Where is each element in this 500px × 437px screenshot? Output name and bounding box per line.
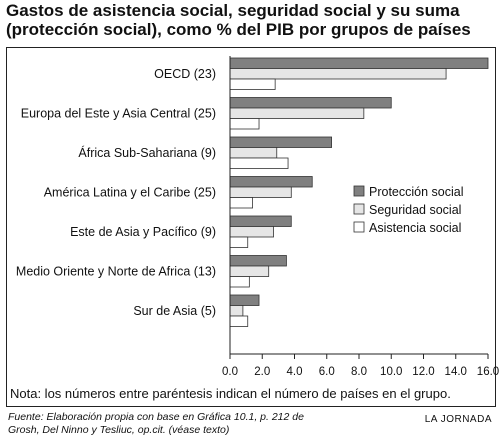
legend-label: Protección social [369, 185, 464, 199]
bar-asistencia [229, 315, 249, 327]
x-tick-label: 4.0 [287, 366, 303, 378]
category-label: Sur de Asia (5) [133, 304, 216, 318]
credit-text: LA JORNADA [424, 414, 492, 425]
x-tick-label: 14.0 [445, 366, 467, 378]
legend-swatch [353, 185, 365, 197]
category-label: Europa del Este y Asia Central (25) [21, 106, 216, 120]
bar-proteccion [229, 215, 292, 227]
source-text: Fuente: Elaboración propia con base en G… [8, 411, 304, 436]
bar-proteccion [229, 294, 260, 306]
x-tick-label: 16.0 [477, 366, 499, 378]
x-axis-ticks: 0.0 2.0 4.0 6.0 8.0 10.0 12.0 14.0 16.0 [222, 354, 499, 378]
bar-asistencia [229, 197, 253, 209]
legend-swatch [353, 203, 365, 215]
x-tick-label: 12.0 [412, 366, 434, 378]
category-labels: OECD (23) Europa del Este y Asia Central … [16, 67, 216, 318]
bar-asistencia [229, 157, 289, 169]
bar-asistencia [229, 236, 249, 248]
bar-proteccion [229, 136, 332, 148]
bar-proteccion [229, 176, 313, 188]
chart-frame [6, 47, 496, 407]
chart-title: Gastos de asistencia social, seguridad s… [6, 1, 471, 39]
category-label: Este de Asia y Pacífico (9) [70, 225, 216, 239]
bar-seguridad [229, 107, 365, 119]
bar-seguridad [229, 265, 270, 277]
x-tick-label: 0.0 [222, 366, 238, 378]
category-label: África Sub-Sahariana (9) [78, 145, 216, 160]
bar-asistencia [229, 78, 276, 90]
bar-proteccion [229, 97, 392, 109]
bar-seguridad [229, 68, 447, 80]
bar-proteccion [229, 255, 287, 267]
x-tick-label: 8.0 [351, 366, 367, 378]
x-tick-label: 10.0 [380, 366, 402, 378]
x-tick-label: 2.0 [254, 366, 270, 378]
bar-seguridad [229, 226, 274, 238]
legend-swatch [353, 221, 365, 233]
bar-asistencia [229, 276, 250, 288]
category-label: América Latina y el Caribe (25) [44, 185, 216, 199]
x-tick-label: 6.0 [319, 366, 335, 378]
legend-label: Seguridad social [369, 203, 461, 217]
footnote: Nota: los números entre paréntesis indic… [10, 386, 451, 401]
category-label: Medio Oriente y Norte de Africa (13) [16, 264, 216, 278]
bar-seguridad [229, 147, 278, 159]
bar-asistencia [229, 118, 260, 130]
bar-seguridad [229, 305, 244, 317]
bar-seguridad [229, 186, 292, 198]
legend: Protección social Seguridad social Asisten… [353, 185, 464, 235]
bar-proteccion [229, 57, 489, 69]
category-label: OECD (23) [154, 67, 216, 81]
legend-label: Asistencia social [369, 221, 461, 235]
